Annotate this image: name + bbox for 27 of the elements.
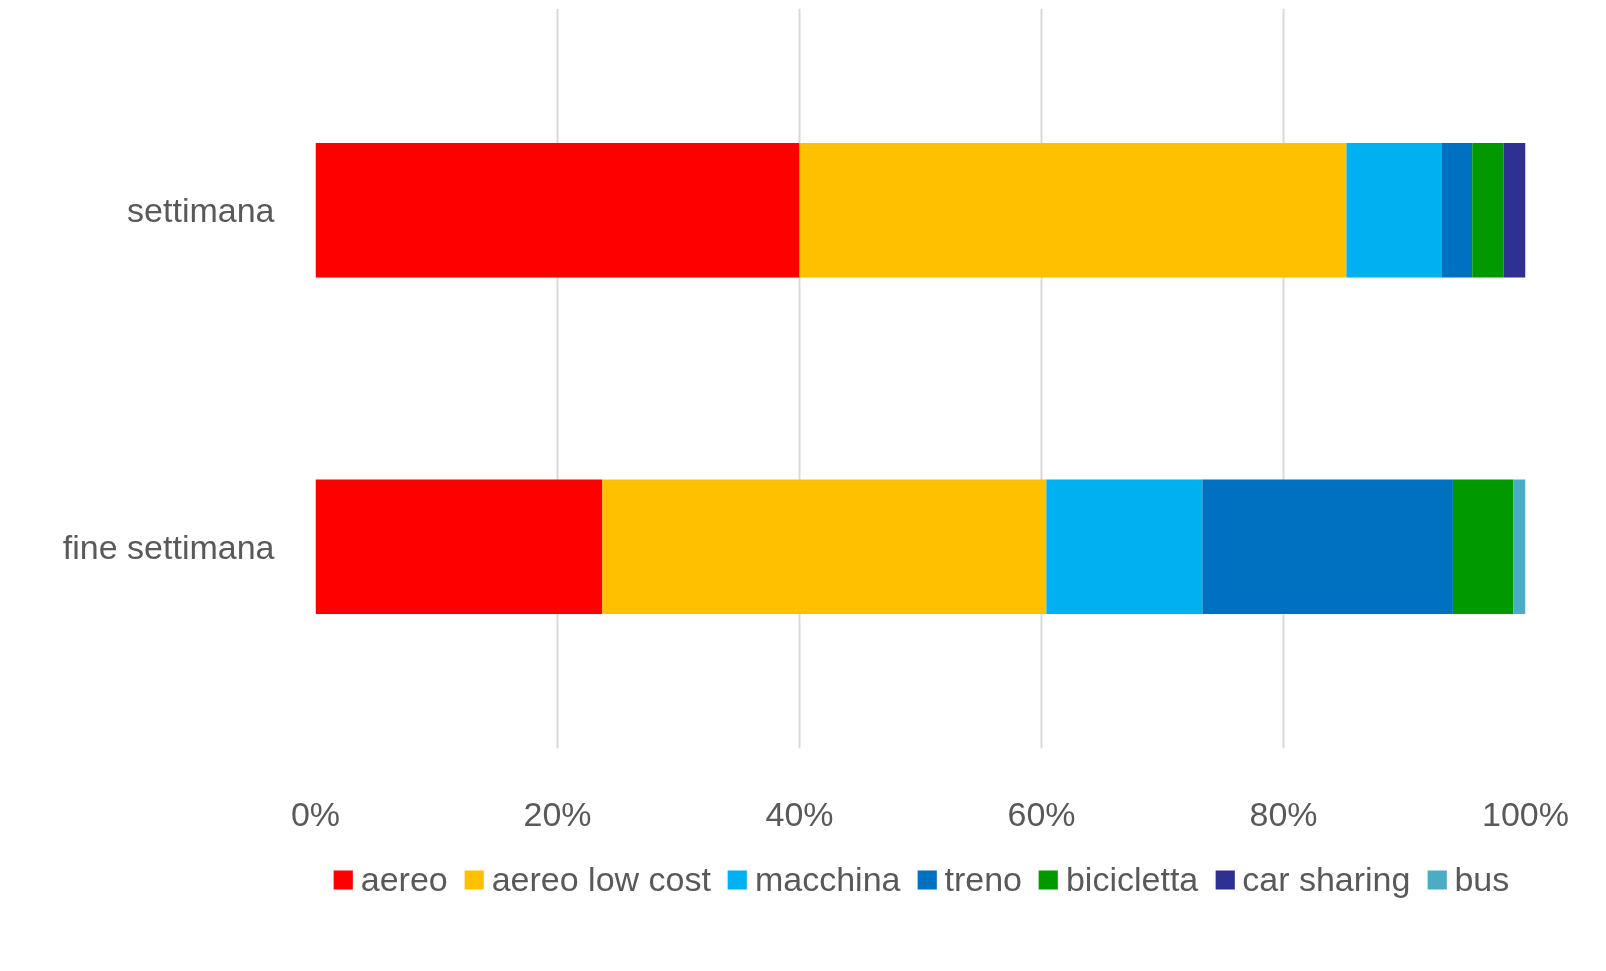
legend-label: bicicletta: [1065, 859, 1199, 899]
bar: [1346, 143, 1443, 278]
legend-label: bus: [1454, 859, 1510, 899]
bar: [1513, 479, 1526, 614]
x-tick-label: 60%: [1007, 794, 1076, 833]
legend-label: aereo low cost: [491, 859, 711, 899]
bar: [1442, 143, 1473, 278]
bar: [1046, 479, 1203, 614]
bar: [1472, 143, 1504, 278]
legend-label: aereo: [360, 859, 448, 899]
bar: [1503, 143, 1526, 278]
legend-label: macchina: [754, 859, 901, 899]
legend-label: treno: [944, 859, 1022, 899]
x-tick-label: 100%: [1482, 794, 1569, 833]
bar: [1452, 479, 1514, 614]
bar: [315, 479, 603, 614]
x-tick-label: 40%: [765, 794, 834, 833]
y-tick-label: settimana: [127, 191, 275, 230]
y-tick-label: fine settimana: [62, 527, 275, 566]
x-tick-label: 20%: [523, 794, 592, 833]
x-tick-label: 0%: [290, 794, 341, 833]
legend-label: car sharing: [1242, 859, 1411, 899]
bar: [799, 143, 1347, 278]
bar: [602, 479, 1047, 614]
bar: [1202, 479, 1453, 614]
x-tick-label: 80%: [1249, 794, 1318, 833]
bar: [315, 143, 800, 278]
